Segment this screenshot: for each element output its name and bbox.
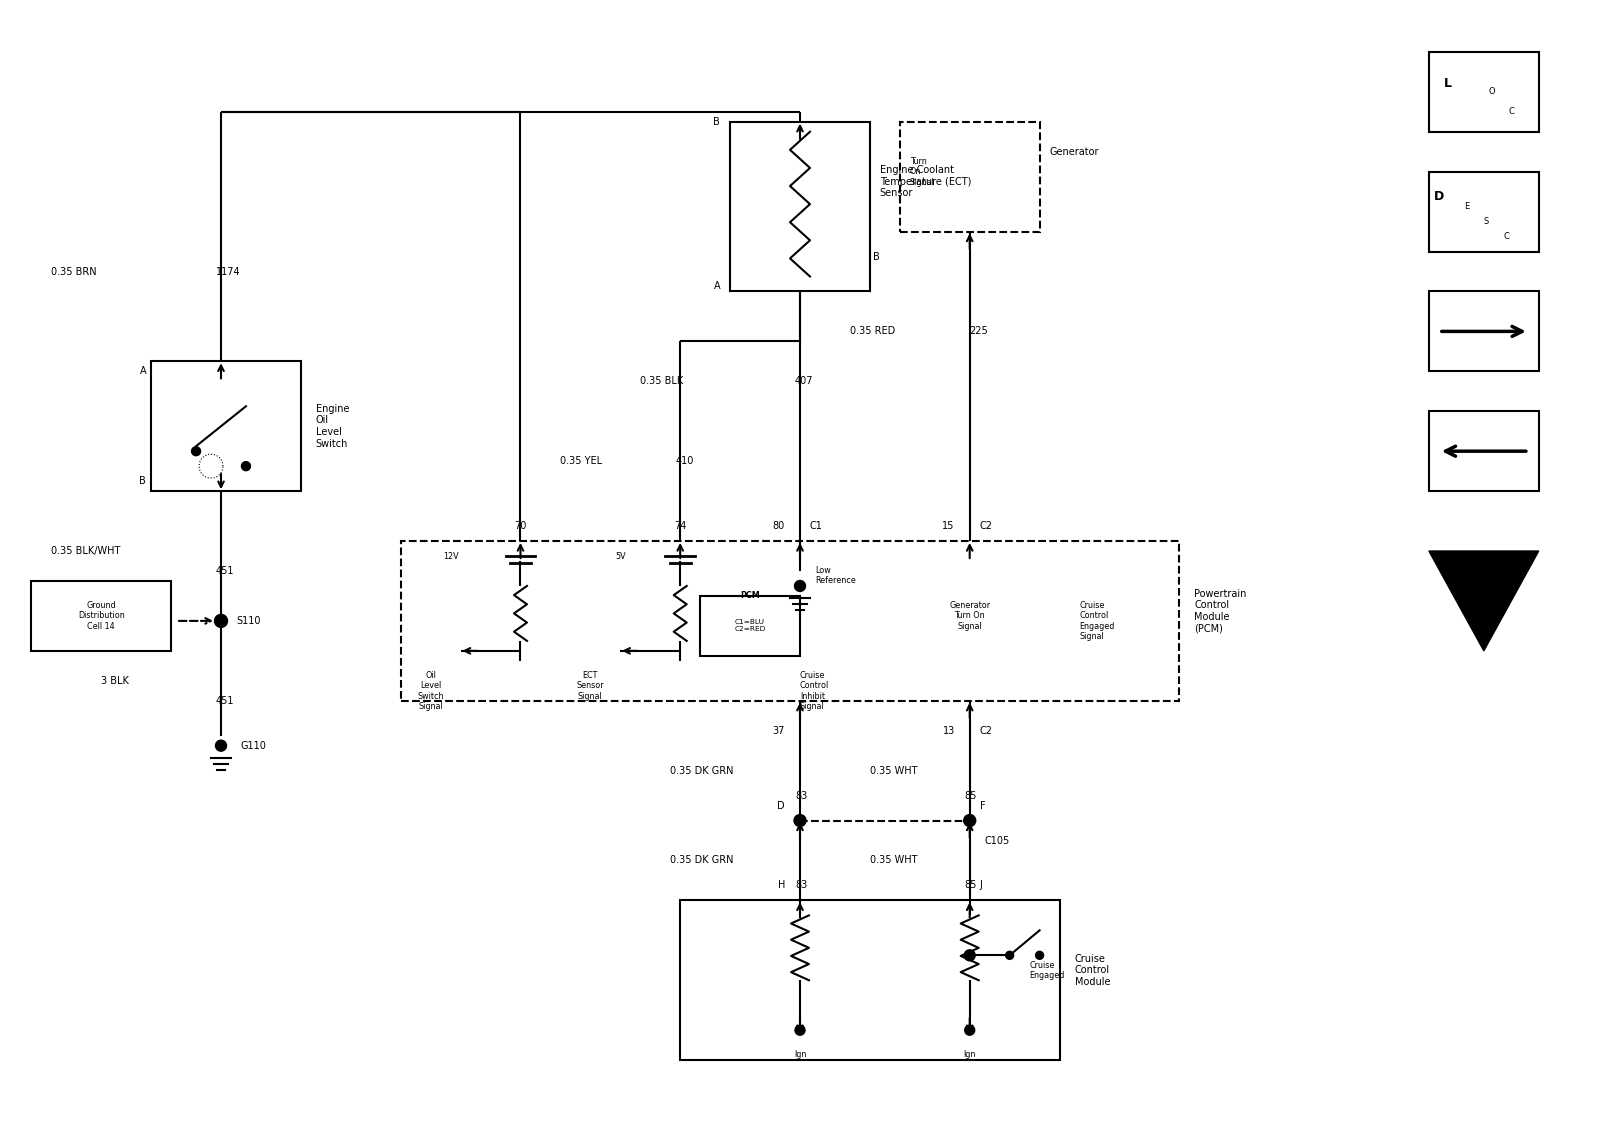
Text: 0.35 WHT: 0.35 WHT (870, 855, 917, 865)
Text: 0.35 DK GRN: 0.35 DK GRN (670, 765, 734, 775)
Text: 0.35 WHT: 0.35 WHT (870, 765, 917, 775)
Circle shape (963, 815, 976, 827)
Text: 83: 83 (795, 791, 808, 801)
Text: C2: C2 (979, 521, 992, 531)
Text: Low
Reference: Low Reference (814, 565, 856, 586)
Bar (701, 596, 800, 656)
Circle shape (1006, 951, 1014, 959)
Text: O: O (1490, 88, 1496, 96)
Text: C: C (1509, 108, 1515, 117)
Text: Ground
Distribution
Cell 14: Ground Distribution Cell 14 (78, 601, 125, 631)
Circle shape (965, 950, 974, 960)
Text: H: H (778, 881, 786, 891)
Text: Ign: Ign (794, 1050, 806, 1059)
Text: 0.35 BLK/WHT: 0.35 BLK/WHT (51, 546, 120, 557)
Text: Engine
Oil
Level
Switch: Engine Oil Level Switch (315, 404, 349, 449)
Text: C105: C105 (984, 836, 1010, 846)
Text: 0.35 DK GRN: 0.35 DK GRN (670, 855, 734, 865)
Text: C2: C2 (979, 726, 992, 736)
Text: 80: 80 (773, 521, 786, 531)
Text: Cruise
Control
Module: Cruise Control Module (1075, 954, 1110, 987)
Circle shape (795, 1026, 805, 1036)
Circle shape (794, 815, 806, 827)
Text: 83: 83 (795, 881, 808, 891)
Text: L: L (1443, 77, 1451, 91)
Text: 0.35 YEL: 0.35 YEL (560, 457, 603, 466)
Text: II: II (1482, 577, 1486, 586)
Text: 410: 410 (675, 457, 693, 466)
Text: B: B (139, 476, 146, 486)
Text: 70: 70 (514, 521, 526, 531)
Text: 85: 85 (965, 881, 978, 891)
Text: 12V: 12V (443, 552, 459, 561)
Text: E: E (1464, 202, 1469, 211)
Text: Cruise
Control
Inhibit
Signal: Cruise Control Inhibit Signal (800, 671, 829, 711)
Text: Generator: Generator (1050, 147, 1099, 157)
Text: 1174: 1174 (216, 267, 240, 276)
Text: Oil
Level
Switch
Signal: Oil Level Switch Signal (418, 671, 443, 711)
Text: A: A (139, 366, 146, 376)
Text: 13: 13 (942, 726, 955, 736)
Circle shape (242, 461, 251, 470)
Text: 225: 225 (970, 327, 989, 337)
Bar (730, 122, 870, 292)
Text: 451: 451 (216, 696, 235, 706)
Text: D: D (1434, 190, 1445, 203)
Text: C1=BLU
C2=RED: C1=BLU C2=RED (734, 619, 766, 633)
Text: Cruise
Engaged: Cruise Engaged (1030, 960, 1066, 980)
Text: 15: 15 (942, 521, 955, 531)
Text: C: C (1504, 232, 1510, 241)
Circle shape (1035, 951, 1043, 959)
Text: 451: 451 (216, 565, 235, 576)
Text: S: S (1483, 217, 1490, 227)
Bar (1429, 412, 1539, 491)
Text: B: B (874, 251, 880, 261)
Polygon shape (1429, 551, 1539, 651)
Text: J: J (979, 881, 982, 891)
Text: 0.35 BRN: 0.35 BRN (51, 267, 98, 276)
Text: 85: 85 (965, 791, 978, 801)
Circle shape (795, 580, 805, 591)
Text: 0.35 RED: 0.35 RED (850, 327, 894, 337)
Text: Engine Coolant
Temperature (ECT)
Sensor: Engine Coolant Temperature (ECT) Sensor (880, 165, 971, 199)
Bar (150, 361, 301, 491)
Text: S110: S110 (235, 616, 261, 626)
Text: Cruise
Control
Engaged
Signal: Cruise Control Engaged Signal (1080, 601, 1115, 641)
Text: 37: 37 (773, 726, 786, 736)
Text: Powertrain
Control
Module
(PCM): Powertrain Control Module (PCM) (1194, 589, 1246, 633)
Text: 5V: 5V (614, 552, 626, 561)
Text: Generator
Turn On
Signal: Generator Turn On Signal (949, 601, 990, 631)
Bar (899, 122, 1040, 231)
Bar (680, 901, 1059, 1060)
Bar (32, 581, 171, 651)
Text: D: D (778, 801, 786, 810)
Text: 0.35 BLK: 0.35 BLK (640, 376, 683, 386)
Text: Turn
On
Signal: Turn On Signal (910, 157, 934, 186)
Bar (400, 541, 1179, 701)
Text: G110: G110 (242, 741, 267, 751)
Text: 407: 407 (795, 376, 813, 386)
Text: ECT
Sensor
Signal: ECT Sensor Signal (576, 671, 605, 700)
Text: 3 BLK: 3 BLK (101, 675, 130, 686)
Text: F: F (979, 801, 986, 810)
Bar (1429, 292, 1539, 371)
Bar (1429, 172, 1539, 251)
Circle shape (192, 447, 200, 456)
Text: 74: 74 (674, 521, 686, 531)
Text: A: A (714, 282, 720, 292)
Text: Ign: Ign (963, 1050, 976, 1059)
Circle shape (214, 615, 227, 627)
Circle shape (216, 741, 227, 751)
Circle shape (965, 1026, 974, 1036)
Bar (1429, 52, 1539, 131)
Text: PCM: PCM (741, 591, 760, 600)
Text: OBD II: OBD II (1474, 603, 1494, 609)
Text: C1: C1 (810, 521, 822, 531)
Text: B: B (714, 117, 720, 127)
